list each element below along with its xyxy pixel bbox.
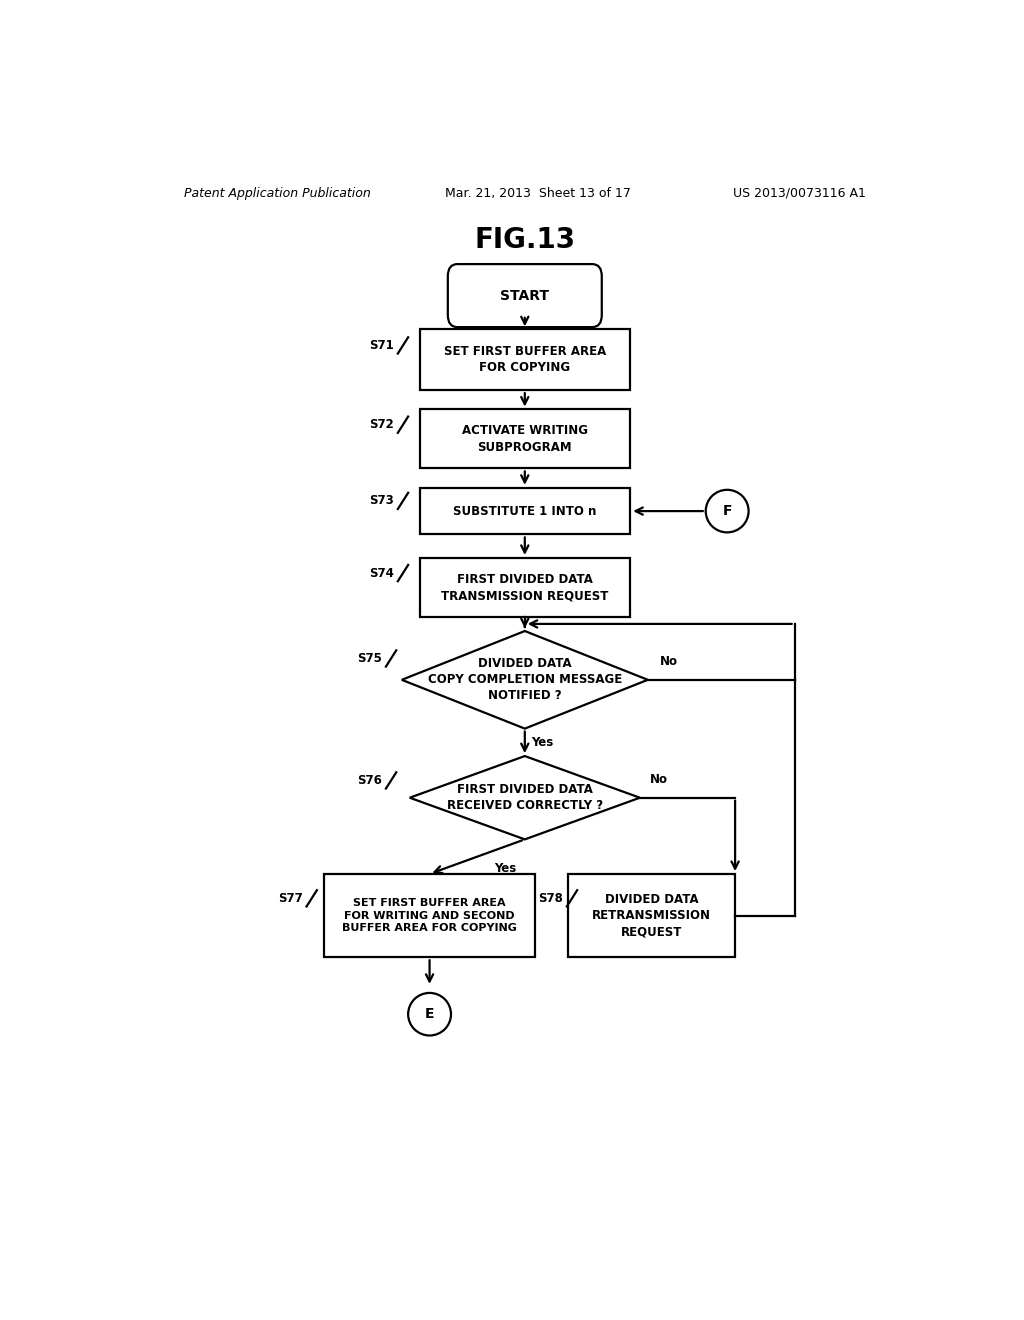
FancyBboxPatch shape (447, 264, 602, 327)
Bar (420, 558, 630, 616)
Text: SET FIRST BUFFER AREA
FOR COPYING: SET FIRST BUFFER AREA FOR COPYING (443, 345, 606, 375)
Text: No: No (649, 772, 668, 785)
Text: DIVIDED DATA
RETRANSMISSION
REQUEST: DIVIDED DATA RETRANSMISSION REQUEST (592, 892, 712, 939)
Text: SET FIRST BUFFER AREA
FOR WRITING AND SECOND
BUFFER AREA FOR COPYING: SET FIRST BUFFER AREA FOR WRITING AND SE… (342, 898, 517, 933)
Bar (325, 874, 535, 957)
Ellipse shape (409, 993, 451, 1035)
Text: ACTIVATE WRITING
SUBPROGRAM: ACTIVATE WRITING SUBPROGRAM (462, 424, 588, 454)
Bar (420, 409, 630, 469)
Text: Patent Application Publication: Patent Application Publication (183, 187, 371, 199)
Text: FIRST DIVIDED DATA
RECEIVED CORRECTLY ?: FIRST DIVIDED DATA RECEIVED CORRECTLY ? (446, 783, 603, 812)
Text: E: E (425, 1007, 434, 1022)
Text: US 2013/0073116 A1: US 2013/0073116 A1 (733, 187, 866, 199)
Ellipse shape (706, 490, 749, 532)
Text: Yes: Yes (495, 862, 517, 875)
Text: Mar. 21, 2013  Sheet 13 of 17: Mar. 21, 2013 Sheet 13 of 17 (445, 187, 632, 199)
Text: Yes: Yes (531, 735, 553, 748)
Text: S71: S71 (369, 339, 394, 352)
Text: DIVIDED DATA
COPY COMPLETION MESSAGE
NOTIFIED ?: DIVIDED DATA COPY COMPLETION MESSAGE NOT… (428, 657, 622, 702)
Text: S77: S77 (278, 892, 303, 904)
Text: S78: S78 (538, 892, 563, 904)
Text: S74: S74 (369, 566, 394, 579)
Bar (420, 487, 630, 535)
Text: F: F (722, 504, 732, 517)
Polygon shape (410, 756, 640, 840)
Text: S76: S76 (357, 774, 382, 787)
Text: FIRST DIVIDED DATA
TRANSMISSION REQUEST: FIRST DIVIDED DATA TRANSMISSION REQUEST (441, 573, 608, 602)
Text: S73: S73 (369, 495, 394, 507)
Polygon shape (401, 631, 648, 729)
Text: START: START (501, 289, 549, 302)
Text: SUBSTITUTE 1 INTO n: SUBSTITUTE 1 INTO n (453, 504, 597, 517)
Text: FIG.13: FIG.13 (474, 227, 575, 255)
Bar (420, 329, 630, 391)
Bar (568, 874, 735, 957)
Text: S72: S72 (369, 418, 394, 432)
Text: No: No (659, 655, 678, 668)
Text: S75: S75 (357, 652, 382, 665)
